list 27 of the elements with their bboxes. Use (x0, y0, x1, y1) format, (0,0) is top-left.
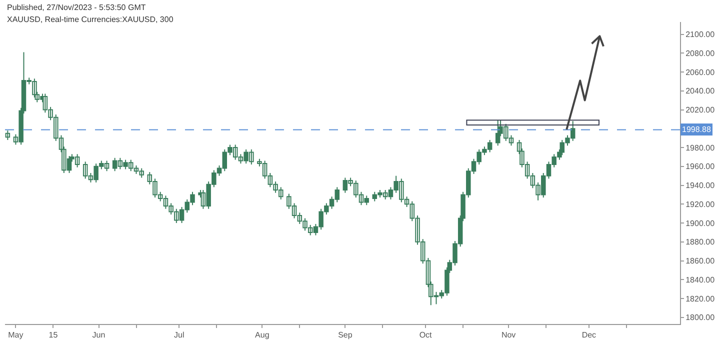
y-tick-label: 1940.00 (686, 181, 716, 190)
x-tick-label: 15 (48, 330, 58, 340)
x-tick-label: Nov (501, 330, 516, 340)
y-tick-label: 1900.00 (686, 218, 716, 228)
ref-line-label: 1998.88 (682, 125, 712, 134)
y-tick-label: 1880.00 (686, 238, 716, 247)
y-tick-label: 1820.00 (686, 294, 716, 304)
y-tick-label: 2060.00 (686, 68, 716, 77)
x-tick-label: May (8, 330, 24, 340)
y-tick-label: 2080.00 (686, 48, 716, 58)
chart-title: Published, 27/Nov/2023 - 5:53:50 GMT (7, 3, 146, 12)
y-tick-label: 1920.00 (686, 200, 716, 209)
x-tick-label: Dec (582, 330, 596, 340)
x-tick-label: Oct (419, 330, 433, 340)
y-tick-label: 2020.00 (686, 106, 716, 115)
chart-subtitle: XAUUSD, Real-time Currencies:XAUUSD, 300 (7, 15, 174, 24)
y-tick-label: 1980.00 (686, 143, 716, 152)
x-tick-label: Jul (174, 330, 184, 340)
y-tick-label: 1840.00 (686, 275, 716, 284)
x-tick-label: Aug (255, 330, 270, 340)
y-tick-label: 2100.00 (686, 30, 716, 40)
y-tick-label: 1960.00 (686, 162, 716, 172)
y-tick-label: 2040.00 (686, 86, 716, 96)
x-tick-label: Sep (338, 330, 353, 340)
x-tick-label: Jun (92, 330, 106, 340)
y-tick-label: 1860.00 (686, 256, 716, 266)
y-tick-label: 1800.00 (686, 313, 716, 322)
